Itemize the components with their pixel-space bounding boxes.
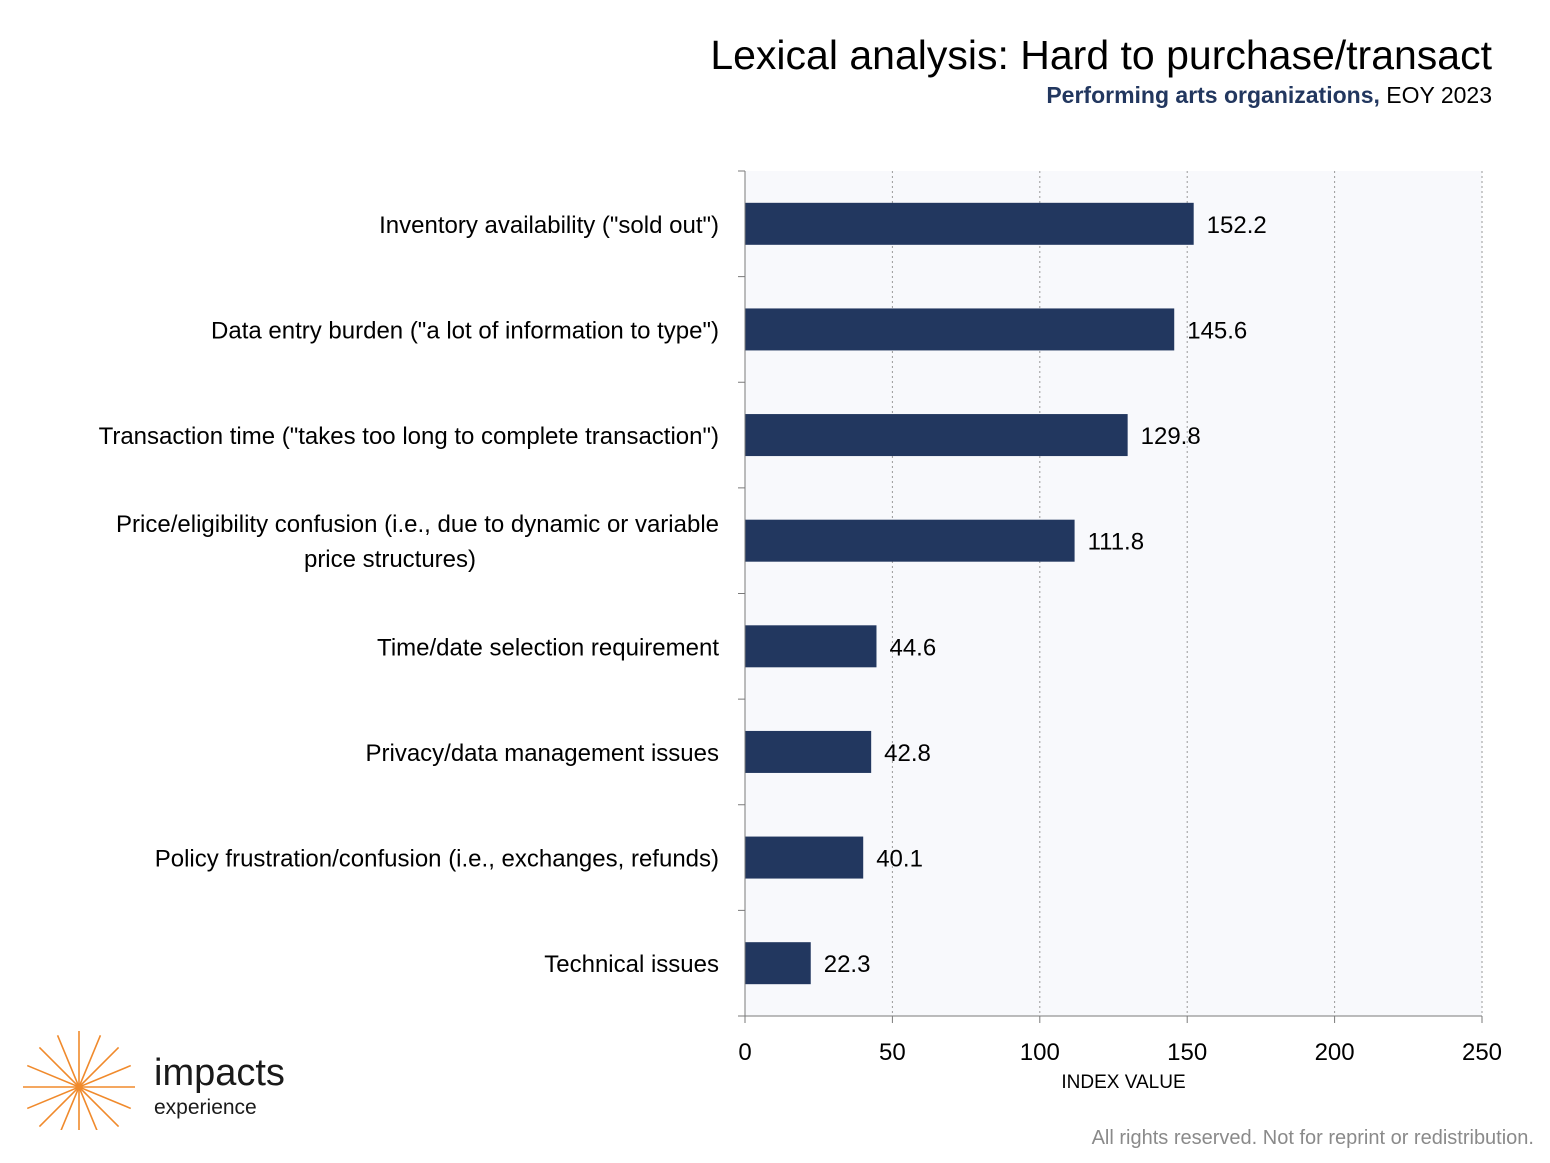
brand-logo: impacts experience (20, 1030, 310, 1130)
category-label-3-line-1: price structures) (304, 546, 476, 573)
bar-7 (745, 942, 811, 985)
logo-word-impacts: impacts (154, 1052, 285, 1094)
bar-5 (745, 730, 872, 773)
bar-6 (745, 836, 864, 879)
data-label-1: 145.6 (1187, 317, 1247, 344)
data-label-2: 129.8 (1141, 423, 1201, 450)
x-tick-label-5: 250 (1462, 1039, 1502, 1066)
data-label-3: 111.8 (1088, 529, 1145, 556)
category-label-2: Transaction time ("takes too long to com… (99, 423, 719, 450)
x-tick-label-2: 100 (1020, 1039, 1060, 1066)
category-label-2-line-0: Transaction time ("takes too long to com… (99, 423, 719, 450)
category-label-3-line-0: Price/eligibility confusion (i.e., due t… (116, 511, 719, 538)
category-label-0-line-0: Inventory availability ("sold out") (379, 212, 719, 239)
category-label-3: Price/eligibility confusion (i.e., due t… (116, 511, 719, 573)
copyright-notice: All rights reserved. Not for reprint or … (1091, 1127, 1534, 1149)
plot-area (745, 171, 1482, 1016)
category-label-5-line-0: Privacy/data management issues (365, 740, 719, 767)
x-tick-label-0: 0 (738, 1039, 751, 1066)
category-label-4-line-0: Time/date selection requirement (377, 634, 719, 661)
data-label-7: 22.3 (824, 951, 871, 978)
subtitle-period: EOY 2023 (1379, 82, 1492, 108)
data-label-6: 40.1 (876, 846, 923, 873)
category-label-1-line-0: Data entry burden ("a lot of information… (211, 317, 719, 344)
data-label-5: 42.8 (884, 740, 931, 767)
bar-0 (745, 202, 1194, 245)
category-label-6: Policy frustration/confusion (i.e., exch… (155, 846, 719, 873)
category-label-7-line-0: Technical issues (544, 951, 719, 978)
data-label-4: 44.6 (889, 634, 936, 661)
logo-rays-ray-7 (26, 1064, 132, 1110)
bar-4 (745, 625, 877, 668)
bar-1 (745, 308, 1175, 351)
bar-2 (745, 414, 1128, 457)
data-label-0: 152.2 (1207, 212, 1267, 239)
category-label-5: Privacy/data management issues (365, 740, 719, 767)
logo-word-experience: experience (154, 1096, 257, 1119)
x-tick-label-1: 50 (879, 1039, 906, 1066)
category-label-1: Data entry burden ("a lot of information… (211, 317, 719, 344)
x-tick-label-4: 200 (1315, 1039, 1355, 1066)
category-label-0: Inventory availability ("sold out") (379, 212, 719, 239)
category-label-4: Time/date selection requirement (377, 634, 719, 661)
bar-3 (745, 519, 1075, 562)
x-axis-title: INDEX VALUE (1061, 1072, 1185, 1093)
x-tick-label-3: 150 (1167, 1039, 1207, 1066)
subtitle-segment-label: Performing arts organizations, (1046, 82, 1380, 108)
category-label-6-line-0: Policy frustration/confusion (i.e., exch… (155, 846, 719, 873)
category-label-7: Technical issues (544, 951, 719, 978)
chart-subtitle: Performing arts organizations, EOY 2023 (1046, 82, 1492, 109)
sunburst-logo-icon (23, 1031, 135, 1130)
chart-title: Lexical analysis: Hard to purchase/trans… (710, 32, 1492, 78)
